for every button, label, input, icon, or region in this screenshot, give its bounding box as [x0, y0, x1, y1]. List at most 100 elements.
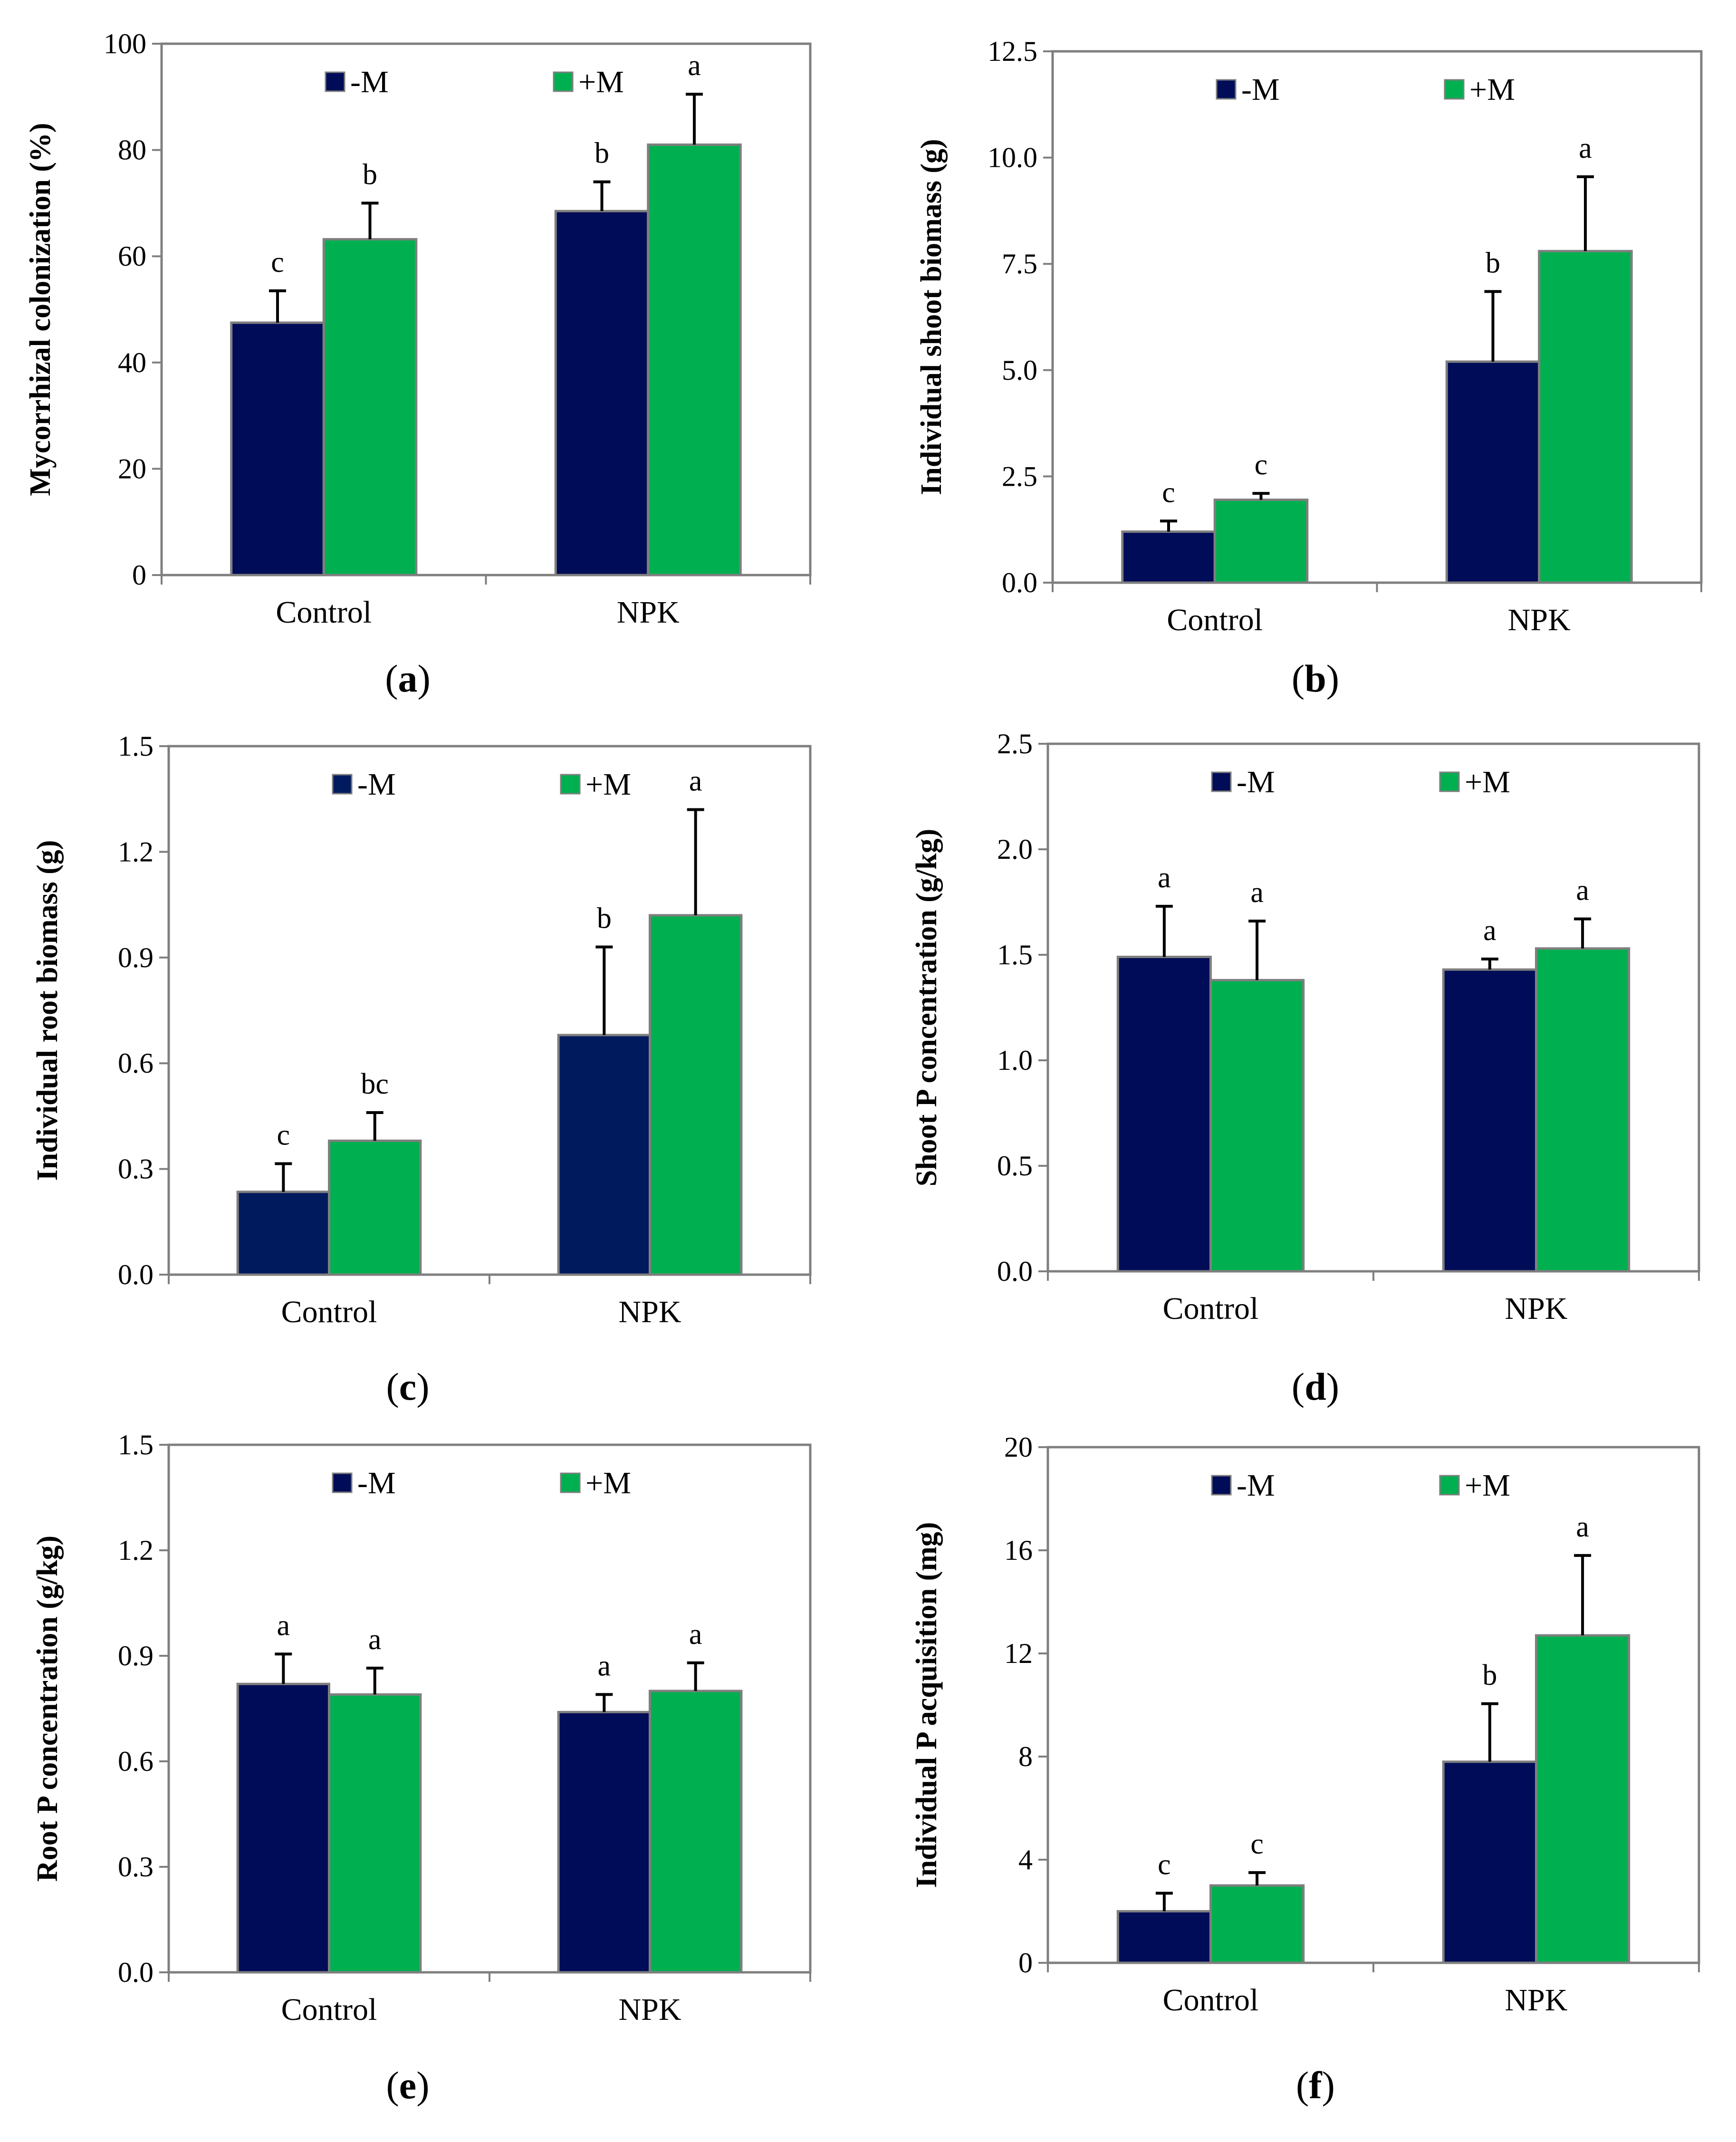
- caption-letter: e: [399, 2064, 416, 2107]
- y-tick-label: 20: [1004, 1431, 1033, 1463]
- bar: [230, 321, 325, 576]
- y-tick-label: 0.3: [118, 1153, 153, 1185]
- y-tick-label: 7.5: [1002, 248, 1037, 279]
- y-tick-label: 1.2: [118, 836, 153, 867]
- caption-letter: f: [1309, 2064, 1323, 2107]
- caption-letter: d: [1304, 1365, 1326, 1408]
- y-tick-label: 12: [1004, 1638, 1033, 1669]
- significance-label: b: [1486, 247, 1500, 279]
- y-axis-title: Individual root biomass (g): [31, 840, 64, 1181]
- y-axis-title: Mycorrhizal colonization (%): [24, 123, 57, 496]
- bar: [557, 1710, 651, 1974]
- y-tick-label: 0: [132, 559, 146, 591]
- panel-caption: (a): [385, 657, 431, 700]
- category-label: Control: [1167, 603, 1263, 637]
- category-label: Control: [281, 1295, 377, 1329]
- y-axis-title: Root P concentration (g/kg): [31, 1536, 64, 1882]
- legend-swatch: [325, 71, 345, 92]
- y-tick-label: 40: [118, 347, 146, 378]
- y-tick-label: 0.9: [118, 1640, 153, 1671]
- legend-label: -M: [357, 1466, 396, 1500]
- y-tick-label: 1.5: [118, 1429, 153, 1460]
- significance-label: a: [1576, 1511, 1589, 1543]
- bar: [649, 914, 743, 1276]
- y-axis-title: Individual shoot biomass (g): [915, 139, 948, 495]
- significance-label: a: [689, 1618, 702, 1651]
- panel-e: 0.0 0.3 0.6 0.9 1.2 1.5 Control NPK a a a a -M +M Root…: [31, 1429, 812, 2107]
- y-axis-title: Shoot P concentration (g/kg): [911, 829, 943, 1187]
- panel-c: 0.0 0.3 0.6 0.9 1.2 1.5 Control NPK c bc b a -M +M Ind…: [31, 730, 812, 1408]
- y-tick-label: 20: [118, 453, 146, 484]
- y-tick-label: 1.2: [118, 1535, 153, 1566]
- y-tick-label: 80: [118, 134, 146, 166]
- y-tick-label: 8: [1018, 1741, 1033, 1772]
- y-tick-label: 0.6: [118, 1746, 153, 1777]
- legend-label: +M: [578, 65, 624, 99]
- significance-label: a: [689, 765, 702, 797]
- y-tick-label: 0.9: [118, 942, 153, 973]
- significance-label: c: [1255, 449, 1268, 481]
- y-tick-label: 60: [118, 240, 146, 272]
- panel-d: 0.0 0.5 1.0 1.5 2.0 2.5 Control NPK a a a a -M +M Shoo…: [911, 728, 1700, 1408]
- y-tick-label: 2.5: [1002, 461, 1037, 492]
- category-label: NPK: [1505, 1291, 1567, 1326]
- panel-caption: (c): [386, 1365, 429, 1408]
- panel-caption: (e): [386, 2064, 429, 2107]
- significance-label: a: [1483, 914, 1496, 947]
- bar: [1116, 955, 1212, 1273]
- bar: [1538, 250, 1633, 584]
- significance-label: b: [595, 137, 609, 170]
- y-tick-label: 10.0: [988, 142, 1037, 173]
- significance-label: a: [1576, 874, 1589, 907]
- legend-label: -M: [350, 65, 389, 99]
- significance-label: a: [1579, 132, 1592, 164]
- significance-label: a: [688, 49, 701, 82]
- category-label: Control: [281, 1992, 377, 2027]
- category-label: NPK: [618, 1992, 681, 2027]
- legend-swatch: [560, 774, 581, 795]
- significance-label: c: [1162, 476, 1175, 509]
- significance-label: a: [1250, 876, 1264, 909]
- bar: [322, 238, 418, 576]
- y-tick-label: 0.6: [118, 1047, 153, 1079]
- y-tick-label: 2.0: [997, 834, 1033, 865]
- bar: [1213, 499, 1309, 584]
- y-tick-label: 1.5: [118, 730, 153, 762]
- category-label: Control: [1163, 1983, 1259, 2017]
- bar: [1121, 530, 1216, 584]
- bar: [647, 143, 742, 576]
- legend-swatch: [1439, 1475, 1460, 1496]
- legend-label: +M: [585, 767, 631, 802]
- caption-letter: b: [1304, 657, 1326, 700]
- y-tick-label: 100: [104, 28, 146, 59]
- significance-label: b: [597, 903, 612, 935]
- legend-label: +M: [1465, 765, 1510, 799]
- legend-swatch: [332, 1472, 353, 1493]
- caption-letter: c: [399, 1365, 416, 1408]
- legend-swatch: [1444, 79, 1465, 100]
- y-axis-title: Individual P acquisition (mg): [911, 1522, 943, 1888]
- caption-letter: a: [398, 657, 418, 700]
- y-tick-label: 5.0: [1002, 355, 1037, 386]
- panel-caption: (f): [1296, 2064, 1335, 2107]
- legend-label: -M: [357, 767, 396, 802]
- legend-swatch: [332, 774, 353, 795]
- y-tick-label: 0.3: [118, 1851, 153, 1883]
- legend-label: -M: [1237, 1468, 1275, 1503]
- panel-caption: (b): [1292, 657, 1339, 700]
- bar: [1442, 968, 1537, 1273]
- bar: [1442, 1760, 1537, 1964]
- y-tick-label: 16: [1004, 1535, 1033, 1566]
- y-tick-label: 2.5: [997, 728, 1033, 759]
- bar: [236, 1191, 330, 1276]
- panel-a: 0 20 40 60 80 100 Control NPK c b b a -M +M Mycorrhiza…: [24, 28, 812, 700]
- legend-swatch: [1211, 771, 1232, 792]
- y-tick-label: 0: [1018, 1947, 1033, 1979]
- significance-label: b: [363, 158, 377, 191]
- category-label: NPK: [617, 595, 680, 630]
- category-label: Control: [1163, 1291, 1259, 1326]
- legend-label: -M: [1241, 72, 1280, 107]
- category-label: NPK: [1505, 1983, 1567, 2017]
- y-tick-label: 4: [1018, 1844, 1033, 1875]
